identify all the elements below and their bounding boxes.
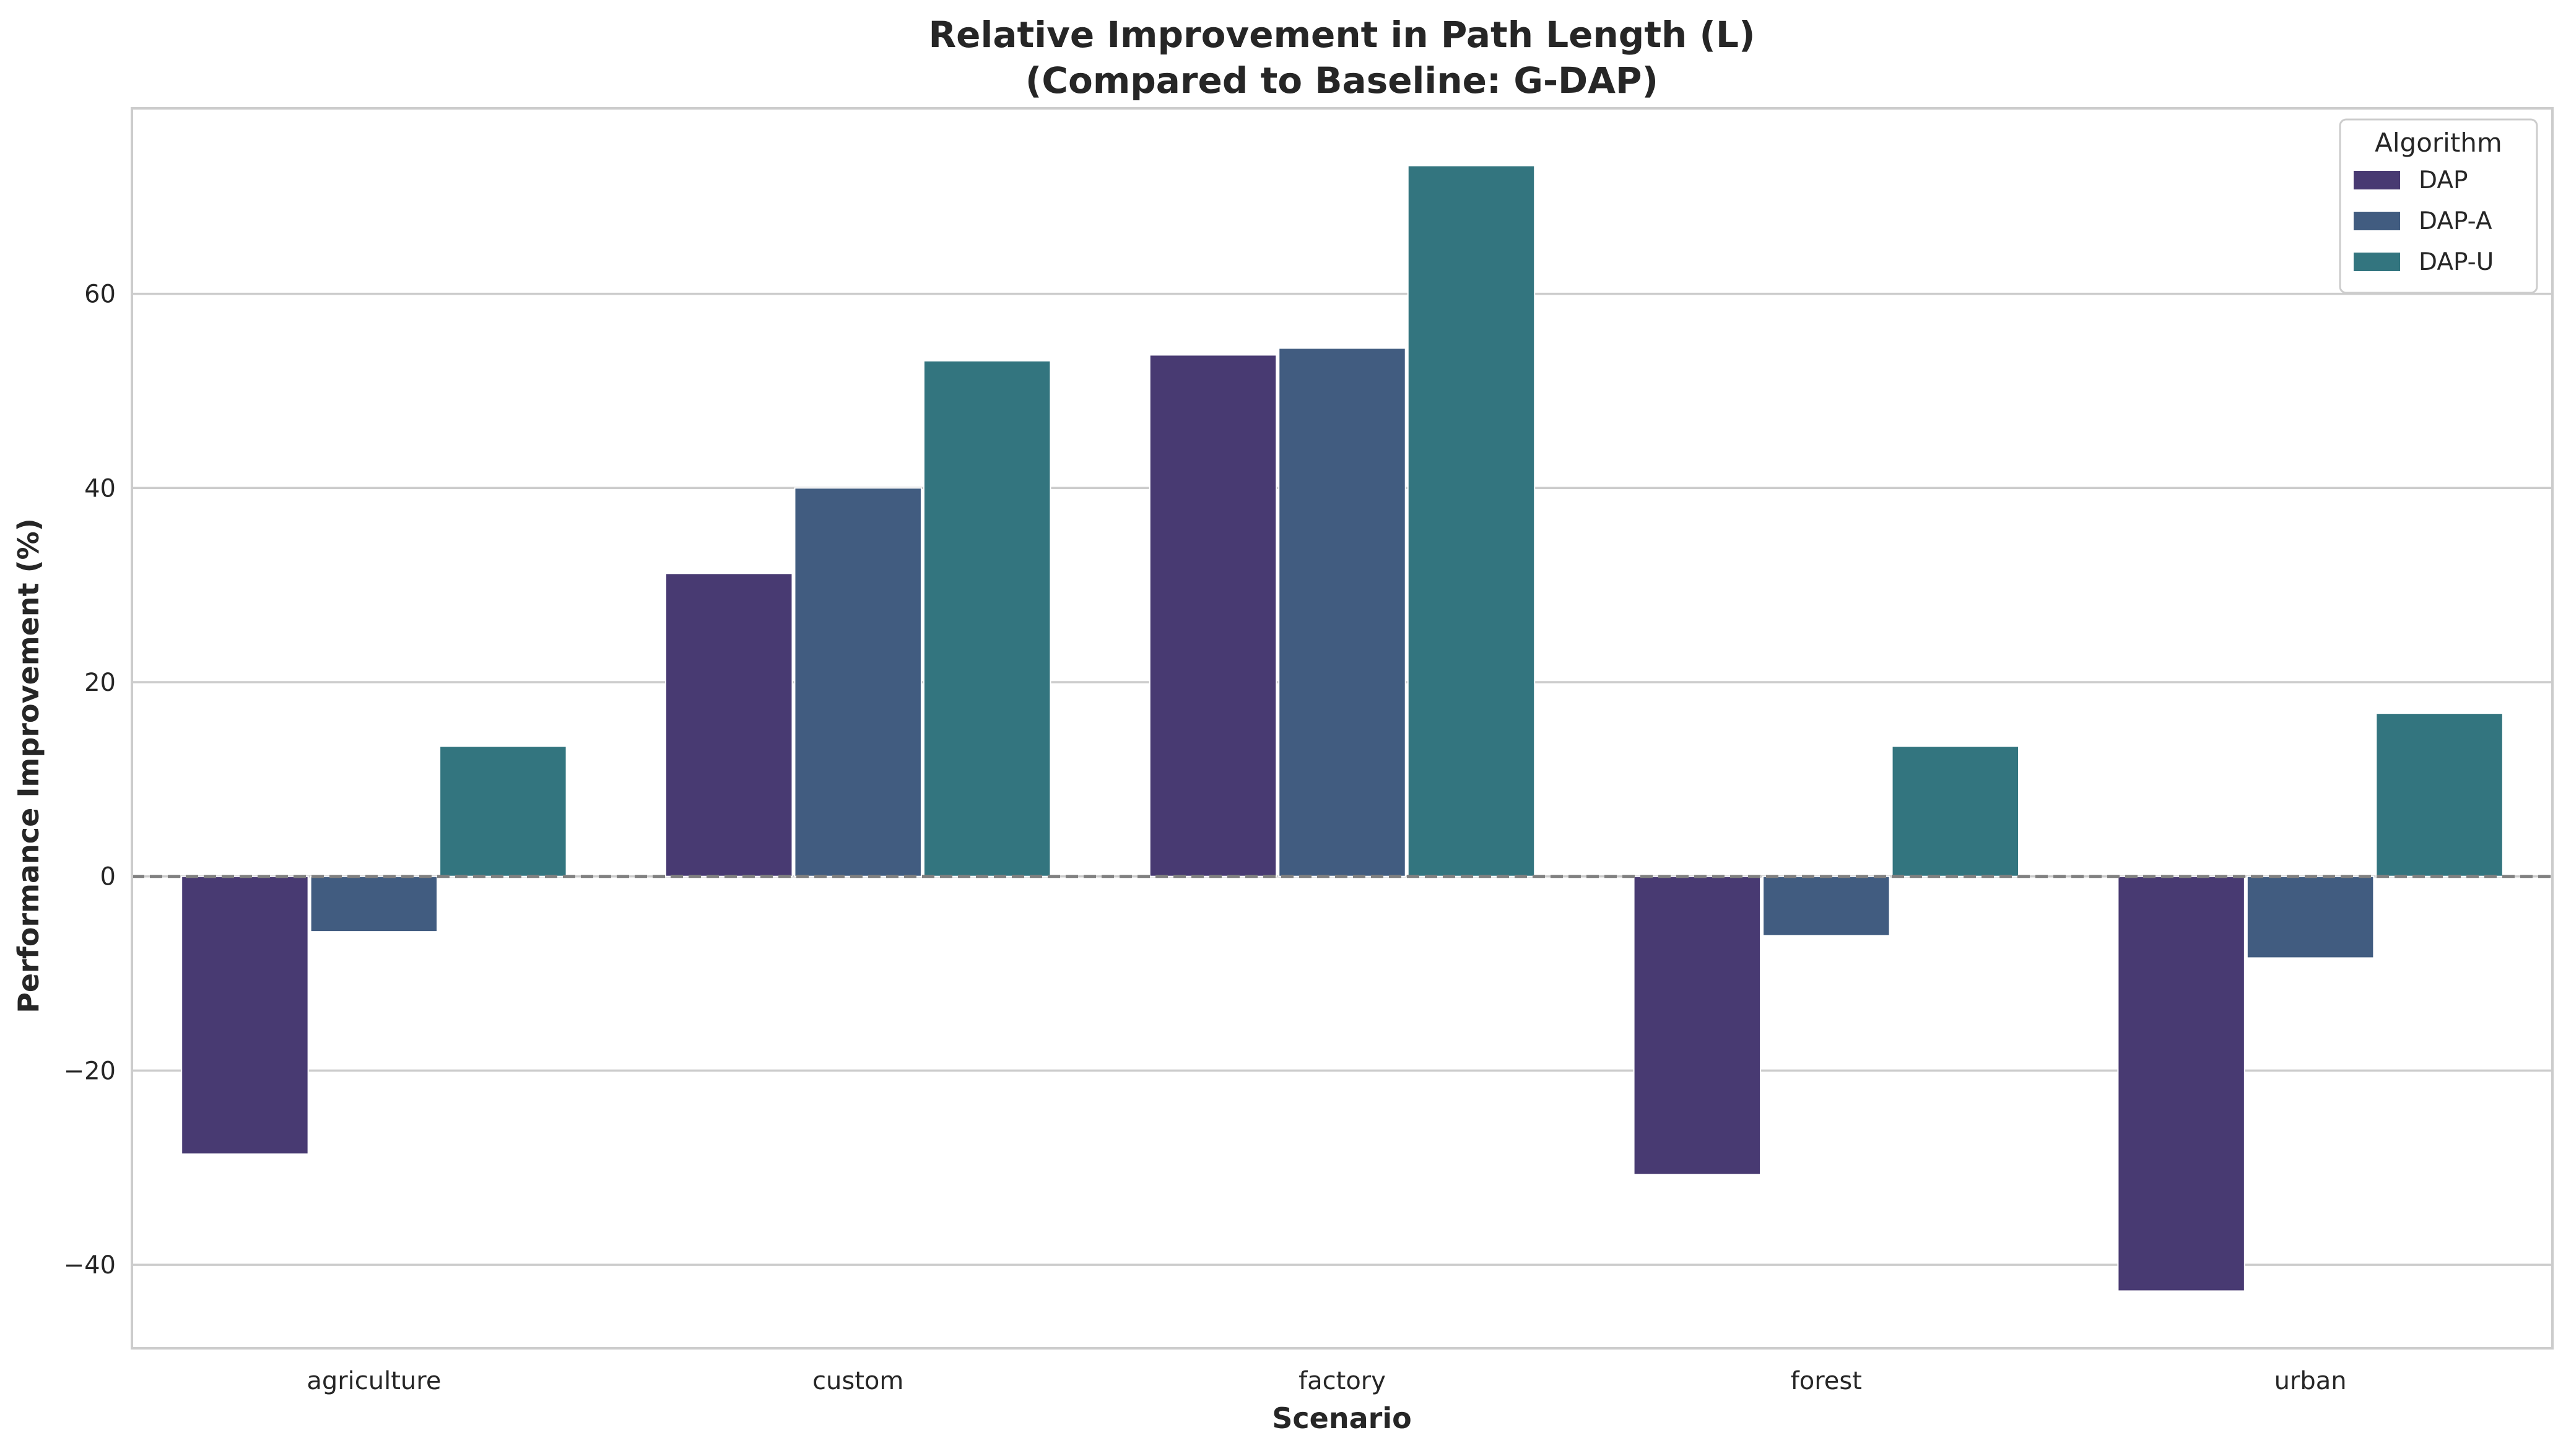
legend-title: Algorithm (2375, 128, 2502, 158)
x-tick-label: urban (2274, 1367, 2347, 1395)
legend-swatch-dap-u (2354, 253, 2400, 271)
y-tick-label: 20 (84, 669, 116, 697)
y-tick-label: 40 (84, 474, 116, 503)
bar-dap-u-custom (923, 360, 1051, 877)
y-tick-label: 0 (100, 863, 116, 891)
bar-dap-u-forest (1891, 745, 2020, 877)
chart-subtitle: (Compared to Baseline: G-DAP) (1025, 59, 1658, 102)
bar-dap-u-factory (1407, 165, 1536, 877)
y-tick-label: −40 (64, 1251, 116, 1280)
bar-dap-a-agriculture (310, 875, 438, 933)
bar-dap-custom (664, 573, 793, 877)
x-tick-label: factory (1299, 1367, 1386, 1395)
chart-title: Relative Improvement in Path Length (L) (928, 14, 1755, 56)
x-tick-label: agriculture (307, 1367, 441, 1395)
bar-dap-factory (1149, 354, 1277, 877)
bars (181, 165, 2504, 1292)
legend-box (2339, 118, 2538, 294)
legend-swatch-dap (2354, 171, 2400, 189)
x-axis-ticks: agriculture custom factory forest urban (307, 1367, 2346, 1395)
bar-dap-urban (2117, 875, 2245, 1292)
y-tick-label: −20 (64, 1057, 116, 1085)
bar-dap-a-factory (1278, 347, 1406, 877)
x-tick-label: custom (812, 1367, 903, 1395)
legend-swatch-dap-a (2354, 212, 2400, 230)
legend-label-dap-a: DAP-A (2419, 207, 2492, 235)
legend: Algorithm DAP DAP-A DAP-U (2339, 118, 2538, 294)
bar-dap-agriculture (181, 875, 309, 1155)
legend-label-dap: DAP (2419, 167, 2468, 194)
bar-dap-forest (1633, 875, 1762, 1176)
bar-dap-a-custom (794, 487, 922, 877)
x-tick-label: forest (1791, 1367, 1862, 1395)
bar-dap-a-forest (1762, 875, 1890, 937)
y-axis-ticks: −40 −20 0 20 40 60 (64, 280, 116, 1280)
bar-dap-a-urban (2246, 875, 2375, 959)
x-axis-label: Scenario (1272, 1402, 1411, 1435)
bar-dap-u-agriculture (439, 745, 567, 877)
plot-area-frame (131, 107, 2554, 1350)
y-axis-label: Performance Improvement (%) (12, 518, 45, 1013)
bar-dap-u-urban (2375, 713, 2504, 877)
y-tick-label: 60 (84, 280, 116, 309)
legend-label-dap-u: DAP-U (2419, 248, 2494, 276)
